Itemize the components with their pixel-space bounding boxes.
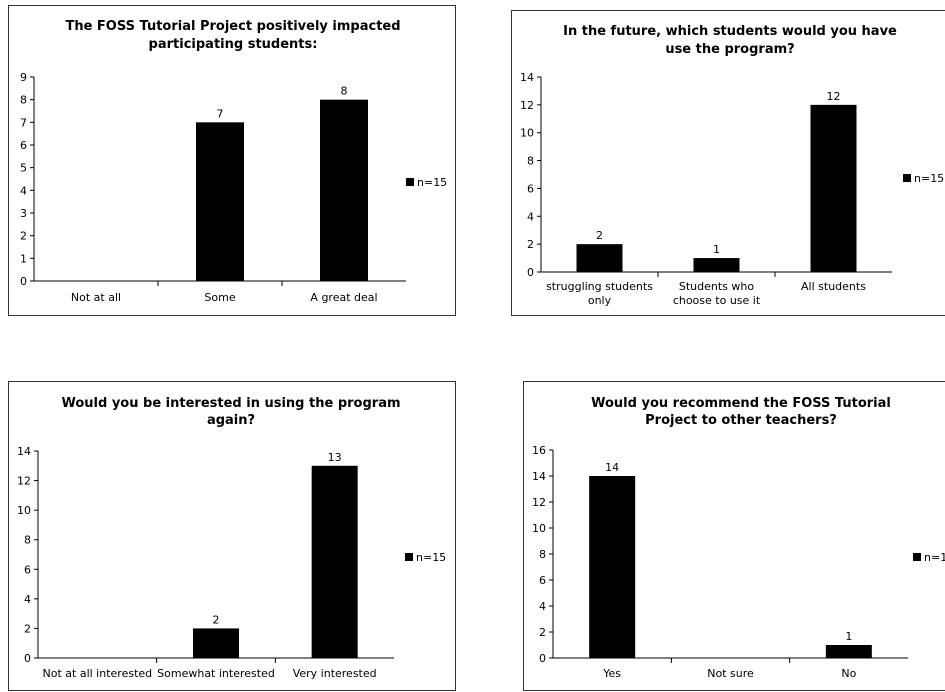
data-label: 1 [845,630,852,643]
chart-title: again? [207,413,255,428]
y-tick-label: 6 [20,139,27,152]
legend-swatch [903,174,911,182]
y-tick-label: 4 [539,600,546,613]
bar [193,628,239,658]
y-tick-label: 3 [20,207,27,220]
y-tick-label: 5 [20,162,27,175]
legend-label: n=15 [417,176,447,189]
y-tick-label: 0 [527,266,534,279]
chart-panel-impact: The FOSS Tutorial Project positively imp… [8,5,456,316]
data-label: 1 [713,243,720,256]
y-tick-label: 6 [527,182,534,195]
bar [810,104,857,272]
x-category-label: Somewhat interested [157,667,275,680]
chart-svg: In the future, which students would you … [520,24,944,307]
y-tick-label: 8 [527,155,534,168]
data-label: 2 [213,613,220,626]
data-label: 12 [827,90,841,103]
data-label: 2 [596,229,603,242]
legend-swatch [406,178,414,186]
chart-panel-recommend: Would you recommend the FOSS Tutorial Pro… [523,381,945,691]
chart-title: Project to other teachers? [645,413,837,428]
chart-svg: The FOSS Tutorial Project positively imp… [20,19,447,304]
y-tick-label: 14 [532,470,546,483]
chart-svg: Would you be interested in using the pro… [17,396,446,680]
y-tick-label: 4 [527,210,534,223]
data-label: 13 [328,451,342,464]
x-category-label: A great deal [310,291,377,304]
bar [693,258,740,272]
y-tick-label: 2 [20,230,27,243]
y-tick-label: 7 [20,116,27,129]
y-tick-label: 2 [24,622,31,635]
x-category-label: Not at all interested [43,667,153,680]
data-label: 7 [217,107,224,120]
y-tick-label: 12 [17,475,31,488]
bar [196,122,244,281]
y-tick-label: 0 [20,275,27,288]
bar [311,465,358,658]
y-tick-label: 12 [532,496,546,509]
y-tick-label: 0 [539,652,546,665]
x-category-label: No [841,667,856,680]
chart-title: use the program? [665,42,794,57]
x-category-label: struggling students [546,280,653,293]
y-tick-label: 12 [520,99,534,112]
y-tick-label: 10 [17,504,31,517]
chart-panel-interest-again: Would you be interested in using the pro… [8,381,456,691]
y-tick-label: 2 [527,238,534,251]
y-tick-label: 4 [20,184,27,197]
chart-title: The FOSS Tutorial Project positively imp… [65,19,400,34]
y-tick-label: 10 [532,522,546,535]
chart-svg: Would you recommend the FOSS Tutorial Pro… [532,396,945,680]
x-category-label: choose to use it [673,294,761,307]
y-tick-label: 6 [24,563,31,576]
legend-swatch [405,553,413,561]
x-category-label: Not at all [71,291,121,304]
y-tick-label: 2 [539,626,546,639]
y-tick-label: 14 [520,71,534,84]
chart-title: participating students: [149,37,318,52]
y-tick-label: 8 [539,548,546,561]
legend-label: n=1 [924,551,945,564]
x-category-label: Yes [602,667,621,680]
legend-label: n=15 [914,172,944,185]
y-tick-label: 4 [24,593,31,606]
data-label: 8 [341,85,348,98]
x-category-label: Students who [679,280,754,293]
chart-panel-future-students: In the future, which students would you … [511,10,945,316]
y-tick-label: 1 [20,252,27,265]
chart-title: Would you recommend the FOSS Tutorial [591,396,891,411]
y-tick-label: 16 [532,444,546,457]
bar [576,244,623,272]
chart-title: Would you be interested in using the pro… [61,396,400,411]
x-category-label: only [588,294,612,307]
legend-swatch [913,553,921,561]
x-category-label: Very interested [293,667,377,680]
y-tick-label: 6 [539,574,546,587]
bar [320,99,368,282]
chart-title: In the future, which students would you … [563,24,897,39]
bar [825,645,872,658]
y-tick-label: 8 [20,94,27,107]
y-tick-label: 8 [24,534,31,547]
y-tick-label: 0 [24,652,31,665]
x-category-label: All students [801,280,866,293]
x-category-label: Some [204,291,235,304]
y-tick-label: 9 [20,71,27,84]
y-tick-label: 14 [17,445,31,458]
data-label: 14 [605,461,619,474]
x-category-label: Not sure [707,667,754,680]
y-tick-label: 10 [520,127,534,140]
bar [589,476,636,658]
legend-label: n=15 [416,551,446,564]
